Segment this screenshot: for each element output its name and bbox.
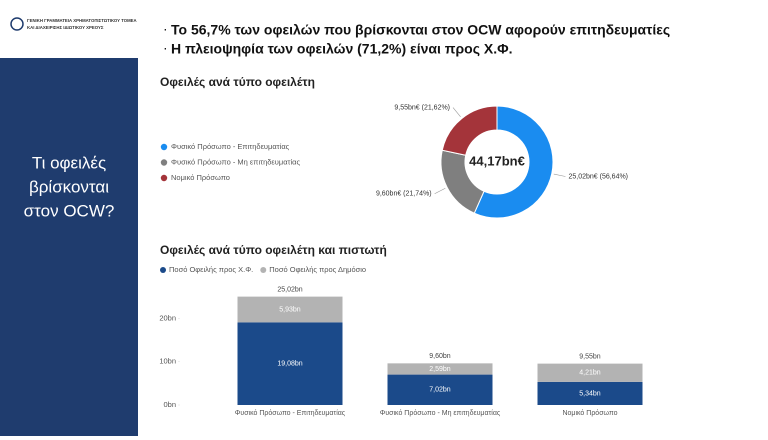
bar-segment: [387, 374, 493, 405]
bullet: Το 56,7% των οφειλών που βρίσκονται στον…: [171, 22, 670, 38]
x-tick-label: Φυσικό Πρόσωπο - Μη επιτηδευματίας: [380, 409, 501, 417]
legend-label: Φυσικό Πρόσωπο - Μη επιτηδευματίας: [171, 157, 300, 166]
bullet: Η πλειοψηφία των οφειλών (71,2%) είναι π…: [171, 41, 512, 57]
leader-line: [553, 173, 566, 177]
data-label: 2,59bn: [429, 366, 451, 373]
leader-line: [434, 188, 446, 195]
org-name: ΓΕΝΙΚΗ ΓΡΑΜΜΑΤΕΙΑ ΧΡΗΜΑΤΟΠΙΣΤΩΤΙΚΟΥ ΤΟΜΕ…: [27, 18, 137, 23]
data-label: 5,34bn: [579, 390, 601, 397]
total-label: 9,60bn: [429, 353, 451, 360]
legend-marker: [160, 267, 166, 273]
legend-marker: [160, 143, 168, 151]
bar-segment: [237, 296, 343, 323]
data-label: 7,02bn: [429, 387, 451, 394]
data-label: 9,60bn€ (21,74%): [376, 191, 432, 198]
sidebar-heading: Τι οφειλές: [32, 153, 106, 172]
donut-slice: [441, 105, 498, 156]
legend-label: Φυσικό Πρόσωπο - Επιτηδευματίας: [171, 142, 290, 151]
svg-text:·: ·: [163, 21, 168, 37]
bar-segment: [387, 363, 493, 375]
svg-text:·: ·: [163, 40, 168, 56]
center-label: 44,17bn€: [469, 153, 525, 168]
chart-title: Οφειλές ανά τύπο οφειλέτη: [160, 75, 315, 89]
logo-area: [0, 0, 140, 58]
data-label: 4,21bn: [579, 370, 601, 377]
legend-marker: [160, 174, 168, 182]
legend-label: Ποσό Οφειλής προς Χ.Φ.: [169, 265, 253, 274]
legend-label: Ποσό Οφειλής προς Δημόσιο: [269, 265, 366, 274]
legend-marker: [260, 267, 267, 273]
y-tick-label: 10bn: [159, 357, 176, 366]
data-label: 5,93bn: [279, 306, 301, 313]
data-label: 19,08bn: [277, 361, 302, 368]
x-tick-label: Φυσικό Πρόσωπο - Επιτηδευματίας: [235, 409, 346, 417]
data-label: 25,02bn€ (56,64%): [568, 173, 628, 180]
org-name: ΚΑΙ ΔΙΑΧΕΙΡΙΣΗΣ ΙΔΙΩΤΙΚΟΥ ΧΡΕΟΥΣ: [27, 25, 104, 30]
total-label: 9,55bn: [579, 353, 601, 360]
leader-line: [452, 107, 461, 118]
bar-segment: [537, 381, 643, 405]
bar-segment: [537, 363, 643, 382]
donut-slice: [473, 105, 554, 219]
sidebar-heading: βρίσκονται: [29, 177, 109, 196]
legend-label: Νομικό Πρόσωπο: [171, 173, 230, 182]
data-label: 9,55bn€ (21,62%): [394, 104, 450, 111]
sidebar: [0, 58, 138, 436]
logo-emblem: [10, 17, 24, 31]
y-tick-label: 0bn: [163, 400, 176, 409]
y-tick-label: 20bn: [159, 313, 176, 322]
total-label: 25,02bn: [277, 286, 302, 293]
sidebar-heading: στον OCW?: [24, 201, 115, 220]
chart-title: Οφειλές ανά τύπο οφειλέτη και πιστωτή: [160, 243, 387, 257]
x-tick-label: Νομικό Πρόσωπο: [562, 409, 617, 417]
bar-segment: [237, 322, 343, 405]
legend-marker: [160, 159, 168, 166]
